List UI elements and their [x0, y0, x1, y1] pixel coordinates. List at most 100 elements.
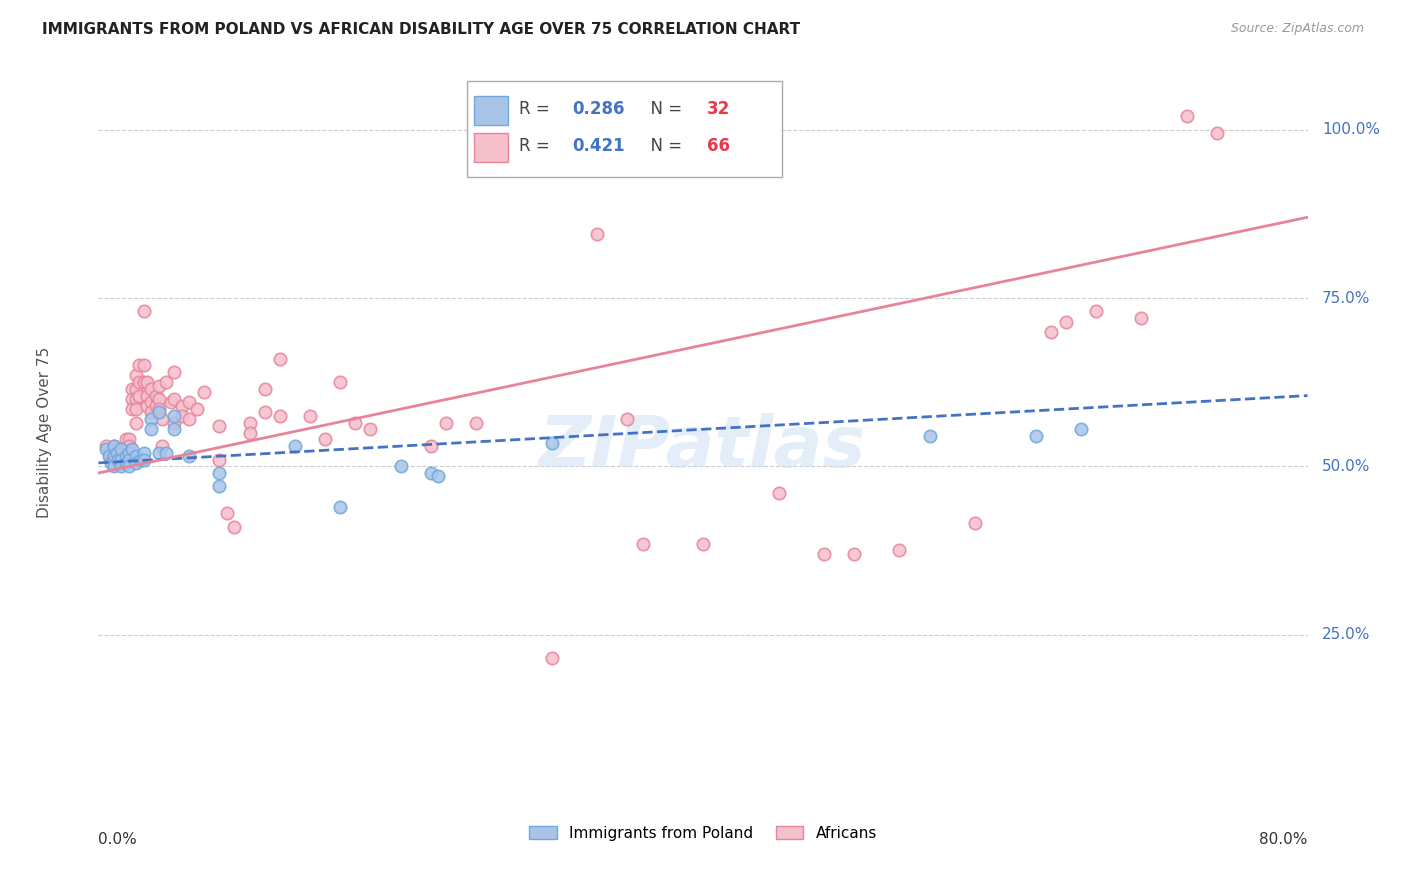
Point [145, 389, 167, 403]
Point [208, 479, 231, 493]
Point [141, 405, 163, 419]
Point [145, 399, 167, 413]
Point [150, 412, 173, 426]
Point [125, 392, 148, 406]
Point [215, 507, 238, 521]
FancyBboxPatch shape [474, 133, 509, 162]
Point [128, 389, 150, 403]
Point [100, 452, 122, 467]
Point [299, 409, 322, 423]
Point [186, 402, 208, 417]
Point [269, 351, 291, 366]
Point [616, 412, 638, 426]
Point [132, 452, 155, 467]
Point [1130, 311, 1153, 326]
Point [110, 442, 132, 457]
Point [103, 459, 125, 474]
Point [540, 435, 562, 450]
Legend: Immigrants from Poland, Africans: Immigrants from Poland, Africans [523, 820, 883, 847]
Point [110, 449, 132, 463]
Point [389, 459, 412, 474]
Text: R =: R = [519, 137, 555, 155]
Point [1054, 315, 1077, 329]
Point [148, 392, 170, 406]
Point [329, 375, 352, 389]
Point [118, 452, 141, 467]
Point [155, 446, 177, 460]
Point [160, 395, 183, 409]
Point [1039, 325, 1062, 339]
Point [420, 439, 443, 453]
Point [1175, 109, 1198, 123]
Point [163, 422, 186, 436]
Point [163, 409, 186, 423]
Point [965, 516, 987, 531]
Point [1024, 429, 1046, 443]
Text: 50.0%: 50.0% [1322, 458, 1371, 474]
Point [208, 452, 231, 467]
Point [110, 456, 132, 470]
Point [135, 375, 157, 389]
Point [141, 422, 163, 436]
Point [118, 433, 141, 447]
Point [110, 459, 132, 474]
Point [163, 416, 186, 430]
Point [132, 446, 155, 460]
Point [132, 304, 155, 318]
Point [128, 375, 150, 389]
Point [103, 449, 125, 463]
Point [105, 446, 128, 460]
Point [98, 449, 121, 463]
Text: 0.286: 0.286 [572, 100, 624, 118]
Point [1206, 126, 1229, 140]
Point [253, 405, 276, 419]
Point [179, 449, 201, 463]
Point [150, 439, 173, 453]
FancyBboxPatch shape [474, 95, 509, 126]
Point [813, 547, 835, 561]
Point [918, 429, 941, 443]
Point [132, 375, 155, 389]
Point [107, 452, 129, 467]
Point [314, 433, 336, 447]
Point [121, 382, 143, 396]
Point [118, 446, 141, 460]
Point [129, 452, 152, 467]
Point [148, 405, 170, 419]
Point [98, 446, 121, 460]
Point [121, 402, 143, 417]
Point [179, 412, 201, 426]
Point [114, 456, 136, 470]
Point [631, 536, 654, 550]
Point [148, 378, 170, 392]
Text: 0.0%: 0.0% [98, 832, 138, 847]
Point [94, 439, 117, 453]
Text: N =: N = [640, 137, 688, 155]
Point [125, 449, 148, 463]
Point [103, 449, 125, 463]
Text: 66: 66 [707, 137, 730, 155]
Point [141, 395, 163, 409]
Point [889, 543, 911, 558]
Point [163, 365, 186, 379]
Point [224, 520, 246, 534]
Point [692, 536, 714, 550]
Point [329, 500, 352, 514]
Point [121, 442, 143, 457]
Point [344, 416, 367, 430]
Point [118, 439, 141, 453]
Point [103, 456, 125, 470]
Text: Disability Age Over 75: Disability Age Over 75 [37, 347, 52, 518]
Point [434, 416, 457, 430]
Point [125, 382, 148, 396]
Text: R =: R = [519, 100, 555, 118]
Point [193, 385, 215, 400]
Point [94, 442, 117, 457]
Text: 32: 32 [707, 100, 730, 118]
Text: IMMIGRANTS FROM POLAND VS AFRICAN DISABILITY AGE OVER 75 CORRELATION CHART: IMMIGRANTS FROM POLAND VS AFRICAN DISABI… [42, 22, 800, 37]
FancyBboxPatch shape [467, 81, 782, 178]
Point [465, 416, 488, 430]
Point [208, 466, 231, 480]
Point [284, 439, 307, 453]
Point [141, 412, 163, 426]
